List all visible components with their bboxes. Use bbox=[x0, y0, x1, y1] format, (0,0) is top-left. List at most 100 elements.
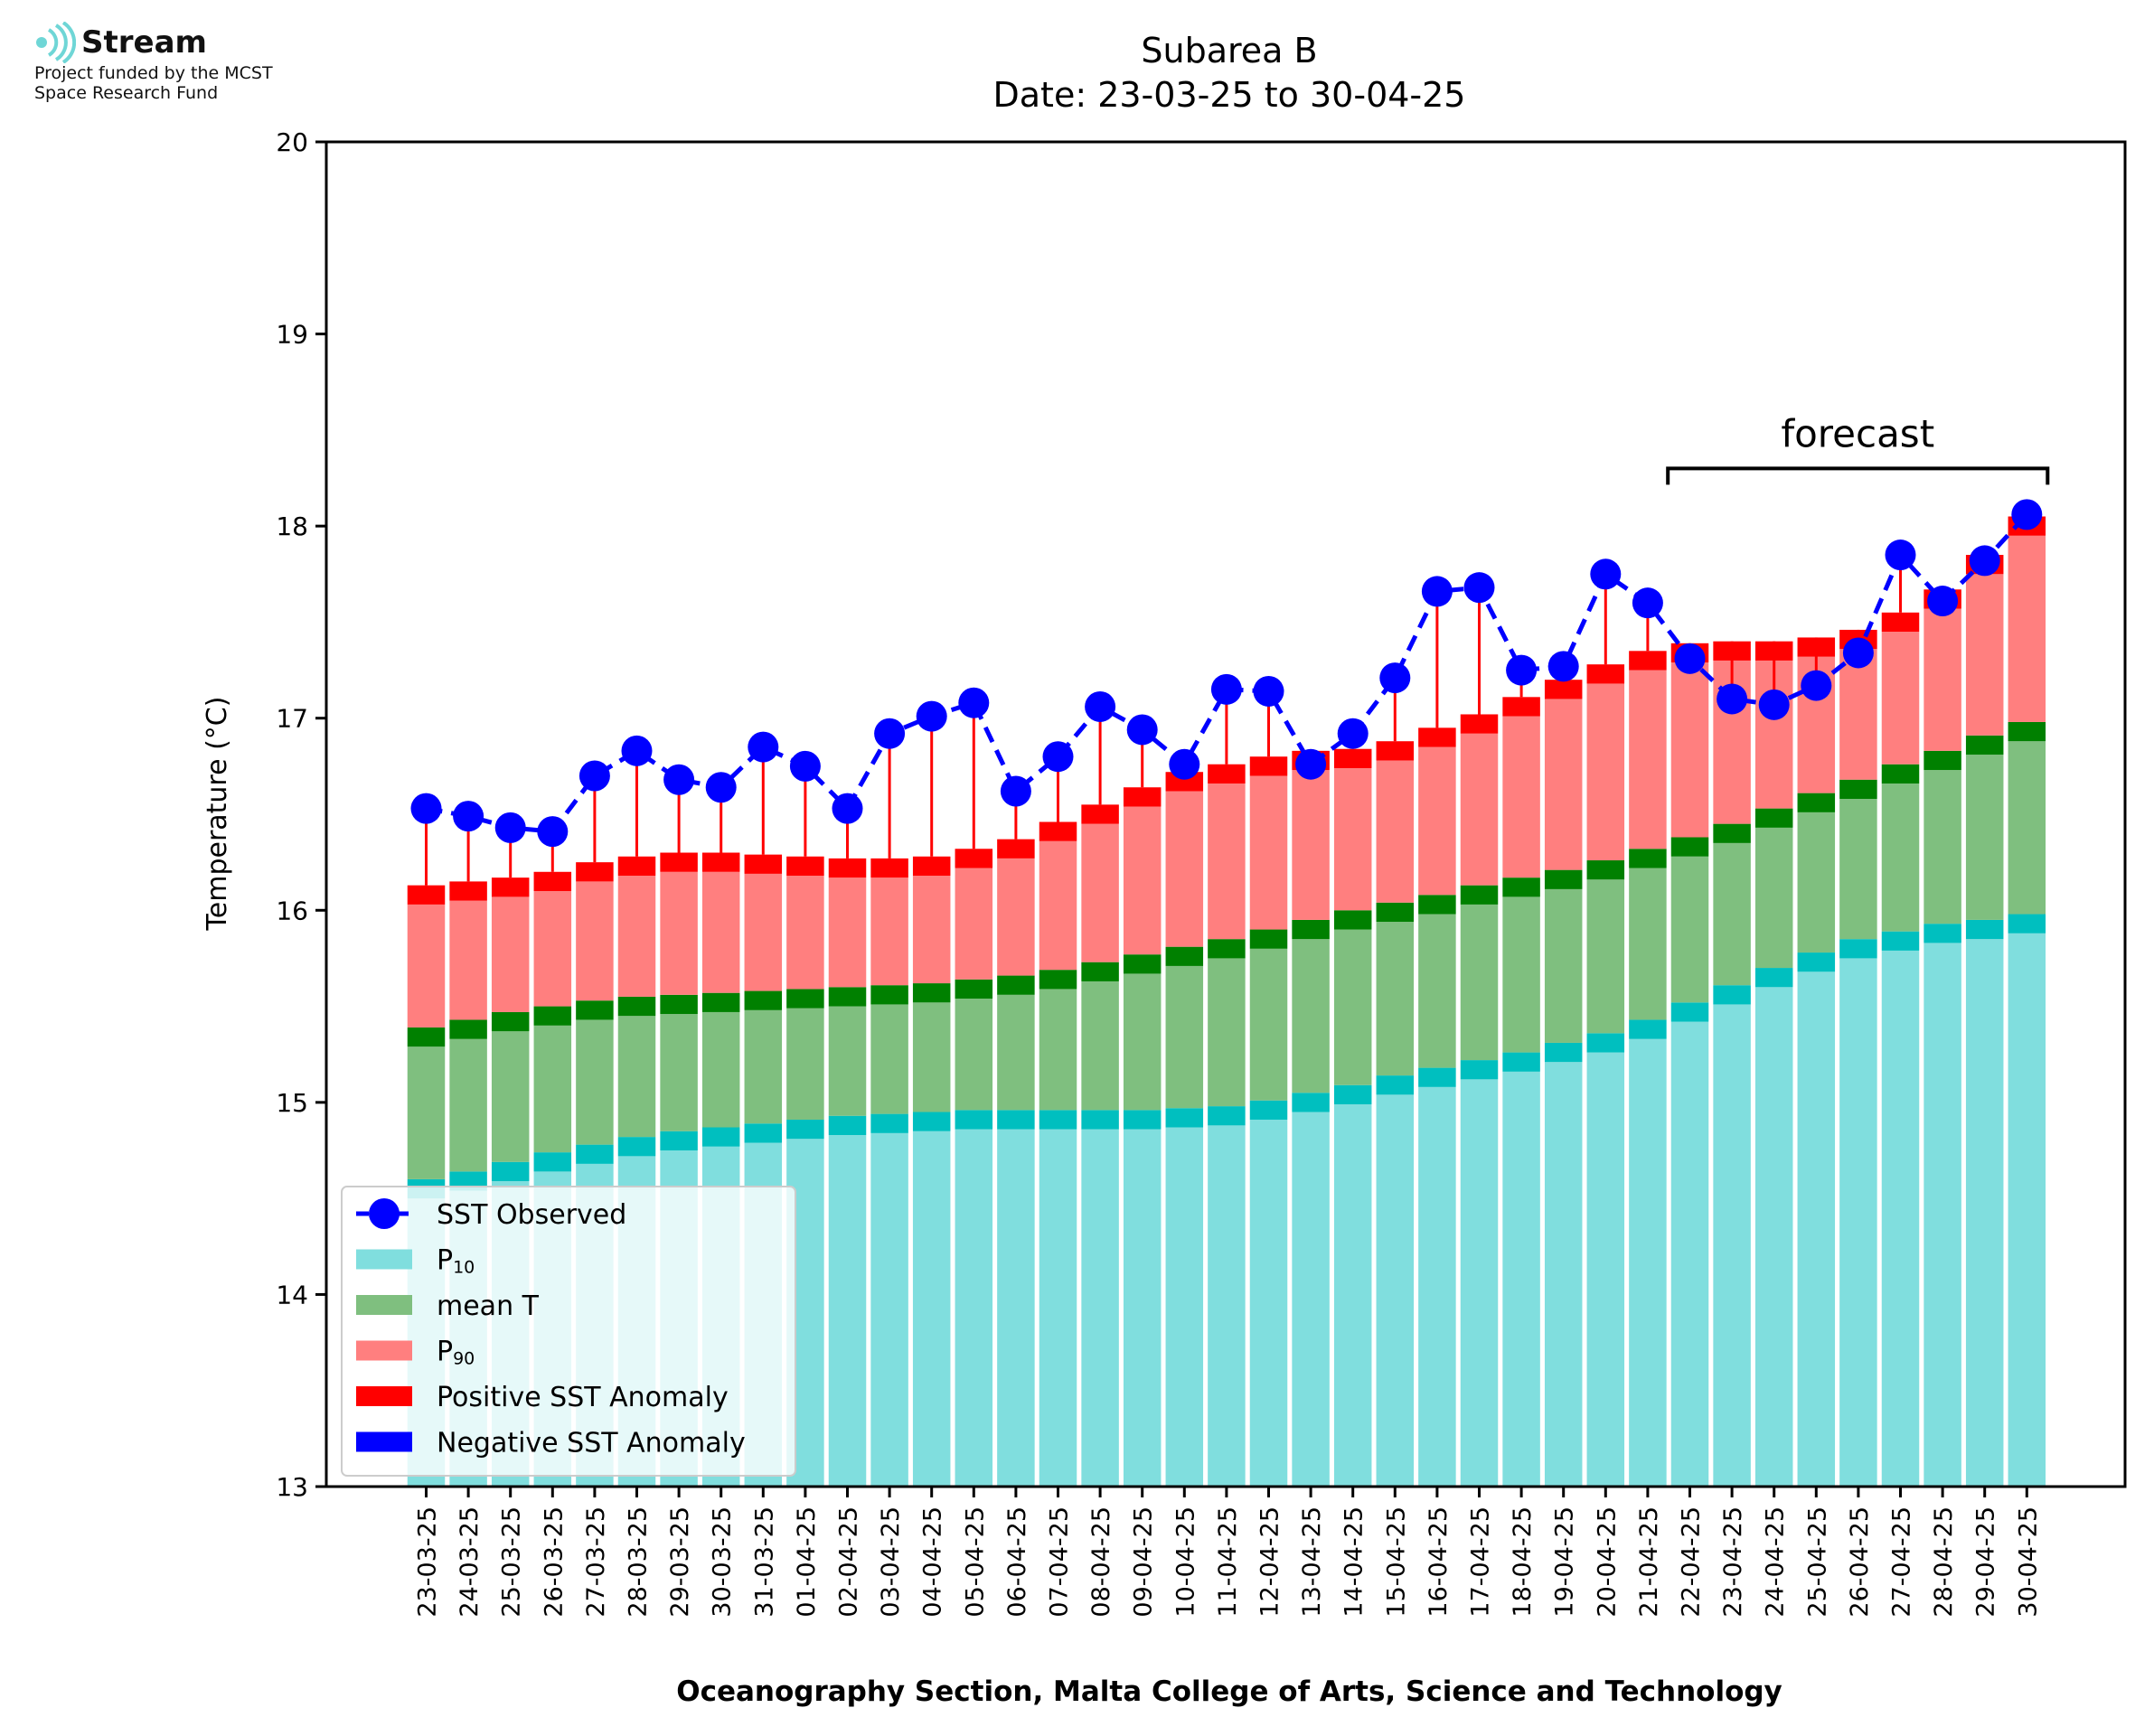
p90-bar-20-04-25 bbox=[1586, 683, 1625, 861]
observed-point-04-04-25 bbox=[916, 700, 947, 732]
observed-point-05-04-25 bbox=[958, 687, 990, 718]
p90-bar-07-04-25 bbox=[1039, 840, 1077, 971]
mean-edge-02-04-25 bbox=[828, 987, 867, 1007]
p90-bar-06-04-25 bbox=[997, 858, 1035, 976]
p10-bar-17-04-25 bbox=[1460, 1079, 1499, 1487]
x-tick-label-25-04-25: 25-04-25 bbox=[1803, 1506, 1831, 1618]
mean-edge-15-04-25 bbox=[1376, 902, 1415, 923]
observed-point-27-03-25 bbox=[578, 760, 610, 792]
observed-point-26-04-25 bbox=[1842, 637, 1874, 669]
p10-edge-15-04-25 bbox=[1376, 1075, 1415, 1095]
mean-edge-07-04-25 bbox=[1039, 970, 1077, 990]
legend-entry-negative-sst-anomaly-swatch bbox=[356, 1431, 412, 1452]
p90-bar-26-04-25 bbox=[1839, 649, 1877, 780]
p90-edge-09-04-25 bbox=[1123, 787, 1162, 807]
p90-bar-19-04-25 bbox=[1544, 699, 1583, 870]
mean-edge-16-04-25 bbox=[1418, 895, 1456, 915]
x-tick-label-02-04-25: 02-04-25 bbox=[835, 1506, 863, 1618]
observed-point-25-03-25 bbox=[494, 812, 526, 843]
observed-point-10-04-25 bbox=[1169, 748, 1200, 780]
mean-edge-04-04-25 bbox=[912, 983, 951, 1003]
p10-edge-09-04-25 bbox=[1123, 1110, 1162, 1130]
p90-bar-21-04-25 bbox=[1629, 670, 1667, 849]
x-tick-label-04-04-25: 04-04-25 bbox=[919, 1506, 947, 1618]
logo-name: Stream bbox=[81, 24, 207, 61]
p90-edge-19-04-25 bbox=[1544, 680, 1583, 699]
y-tick-label-17: 17 bbox=[276, 704, 308, 734]
mean-edge-11-04-25 bbox=[1208, 939, 1246, 959]
observed-point-14-04-25 bbox=[1337, 718, 1369, 749]
p10-bar-02-04-25 bbox=[828, 1134, 867, 1487]
mean-edge-18-04-25 bbox=[1502, 877, 1540, 897]
p90-edge-31-03-25 bbox=[744, 854, 783, 874]
p90-bar-30-03-25 bbox=[701, 871, 740, 993]
x-axis: 23-03-25 24-03-25 25-03-25 26-03-25 27-03-25… bbox=[414, 1487, 2042, 1618]
p10-bar-26-04-25 bbox=[1839, 958, 1877, 1487]
y-tick-label-16: 16 bbox=[276, 896, 308, 925]
p10-edge-16-04-25 bbox=[1418, 1067, 1456, 1087]
mean-edge-24-04-25 bbox=[1754, 808, 1793, 828]
p90-edge-27-03-25 bbox=[576, 862, 614, 882]
observed-point-29-03-25 bbox=[663, 764, 695, 795]
x-tick-label-27-03-25: 27-03-25 bbox=[582, 1506, 610, 1618]
p10-bar-25-04-25 bbox=[1797, 971, 1836, 1487]
mean-bar-26-03-25 bbox=[533, 1025, 572, 1153]
p10-edge-12-04-25 bbox=[1249, 1100, 1288, 1120]
p10-bar-29-04-25 bbox=[1965, 939, 2004, 1487]
observed-point-16-04-25 bbox=[1421, 576, 1453, 607]
mean-edge-26-03-25 bbox=[533, 1006, 572, 1026]
p10-edge-30-03-25 bbox=[701, 1127, 740, 1147]
mean-edge-21-04-25 bbox=[1629, 849, 1667, 868]
observed-point-13-04-25 bbox=[1295, 748, 1327, 780]
p90-bar-17-04-25 bbox=[1460, 733, 1499, 886]
mean-edge-25-03-25 bbox=[491, 1011, 530, 1032]
observed-point-19-04-25 bbox=[1547, 651, 1579, 682]
x-tick-label-20-04-25: 20-04-25 bbox=[1593, 1506, 1621, 1618]
p10-edge-20-04-25 bbox=[1586, 1033, 1625, 1053]
p10-edge-07-04-25 bbox=[1039, 1110, 1077, 1130]
mean-bar-23-04-25 bbox=[1713, 842, 1751, 986]
observed-point-22-04-25 bbox=[1674, 643, 1706, 674]
p90-edge-05-04-25 bbox=[955, 849, 993, 868]
x-tick-label-23-04-25: 23-04-25 bbox=[1719, 1506, 1747, 1618]
x-tick-label-28-04-25: 28-04-25 bbox=[1930, 1506, 1958, 1618]
legend-entry-sst-observed-label: SST Observed bbox=[437, 1199, 626, 1231]
mean-edge-23-04-25 bbox=[1713, 823, 1751, 843]
observed-point-18-04-25 bbox=[1506, 654, 1538, 686]
x-tick-label-09-04-25: 09-04-25 bbox=[1130, 1506, 1158, 1618]
x-tick-label-30-03-25: 30-03-25 bbox=[709, 1506, 737, 1618]
mean-edge-29-04-25 bbox=[1965, 735, 2004, 755]
legend-entry-mean-t-label: mean T bbox=[437, 1290, 540, 1322]
mean-edge-09-04-25 bbox=[1123, 954, 1162, 974]
p90-bar-18-04-25 bbox=[1502, 716, 1540, 878]
x-tick-label-10-04-25: 10-04-25 bbox=[1171, 1506, 1199, 1618]
legend-entry-p90-subscript: 90 bbox=[453, 1349, 475, 1369]
mean-bar-04-04-25 bbox=[912, 1002, 951, 1112]
mean-edge-14-04-25 bbox=[1333, 910, 1372, 930]
p90-bar-03-04-25 bbox=[870, 877, 908, 986]
forecast-bracket: forecast bbox=[1666, 411, 2050, 485]
legend-box bbox=[341, 1186, 796, 1477]
mean-edge-19-04-25 bbox=[1544, 869, 1583, 889]
mean-bar-12-04-25 bbox=[1249, 948, 1288, 1101]
mean-edge-27-04-25 bbox=[1881, 764, 1920, 784]
x-tick-label-12-04-25: 12-04-25 bbox=[1256, 1506, 1284, 1618]
forecast-bracket-line bbox=[1666, 466, 2050, 485]
mean-edge-23-03-25 bbox=[407, 1027, 446, 1047]
legend-entry-positive-sst-anomaly-swatch bbox=[356, 1386, 412, 1406]
p10-edge-31-03-25 bbox=[744, 1123, 783, 1143]
mean-bar-30-04-25 bbox=[2008, 741, 2046, 915]
p10-edge-10-04-25 bbox=[1165, 1108, 1204, 1128]
mean-bar-05-04-25 bbox=[955, 999, 993, 1111]
p90-bar-04-04-25 bbox=[912, 876, 951, 984]
mean-edge-26-04-25 bbox=[1839, 779, 1877, 799]
legend-entry-positive-sst-anomaly-label: Positive SST Anomaly bbox=[437, 1382, 729, 1413]
p10-bar-28-04-25 bbox=[1924, 943, 1961, 1487]
p90-bar-10-04-25 bbox=[1165, 791, 1204, 947]
x-tick-label-15-04-25: 15-04-25 bbox=[1382, 1506, 1410, 1618]
p10-edge-29-04-25 bbox=[1965, 919, 2004, 940]
mean-bar-31-03-25 bbox=[744, 1009, 783, 1124]
mean-edge-27-03-25 bbox=[576, 1000, 614, 1020]
mean-edge-22-04-25 bbox=[1670, 837, 1709, 857]
observed-line-layer bbox=[410, 499, 2043, 848]
